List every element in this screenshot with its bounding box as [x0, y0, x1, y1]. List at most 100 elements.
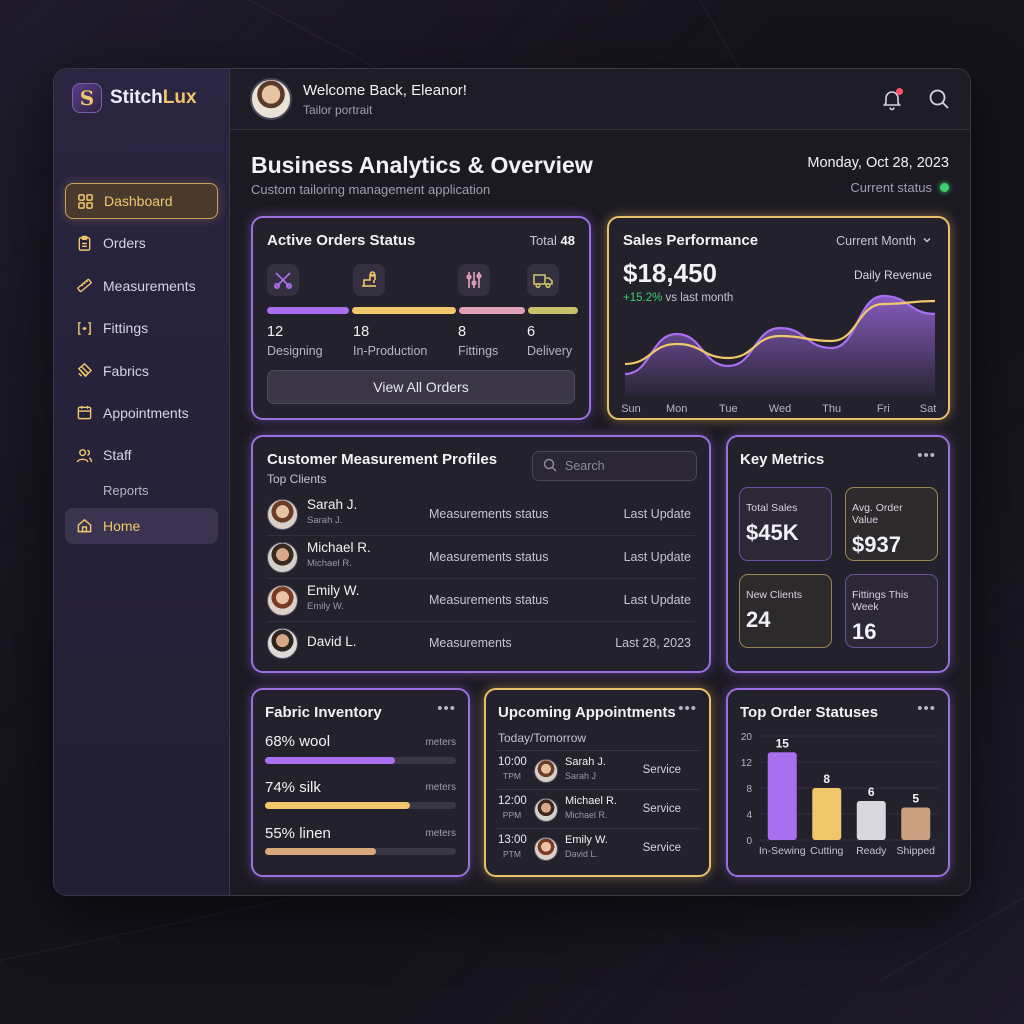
- fitting-icon: [458, 264, 490, 296]
- card-title: Key Metrics: [740, 451, 825, 468]
- x-tick-label: Shipped: [896, 845, 935, 857]
- metric-total-sales: Total Sales $45K: [739, 487, 832, 561]
- production-bar: [352, 307, 456, 314]
- x-tick-label: Tue: [719, 403, 738, 415]
- delivery-count: 6: [527, 324, 536, 340]
- card-title: Upcoming Appointments: [498, 704, 676, 721]
- production-stage: [353, 264, 385, 296]
- more-menu-icon[interactable]: •••: [917, 700, 936, 717]
- series-line-daily-revenue: [624, 299, 936, 366]
- brand[interactable]: S StitchLux: [72, 83, 197, 113]
- scissors-icon: [267, 264, 299, 296]
- sidebar-item-label: Fittings: [103, 320, 149, 337]
- chart-legend: Daily Revenue: [853, 268, 932, 282]
- y-tick-label: 12: [741, 758, 753, 769]
- chevron-down-icon: [922, 234, 932, 248]
- bar-ready[interactable]: [856, 801, 886, 840]
- page-title: Business Analytics & Overview: [251, 152, 593, 178]
- x-tick-label: Mon: [666, 403, 687, 415]
- sidebar-item-staff[interactable]: Staff: [65, 437, 218, 473]
- sewing-machine-icon: [353, 264, 385, 296]
- sidebar-nav: Dashboard Orders Measurements Fittings: [65, 183, 218, 550]
- home-icon: [75, 517, 93, 535]
- y-tick-label: 8: [746, 784, 752, 795]
- search-input[interactable]: Search: [532, 451, 697, 481]
- bar-value-label: 5: [912, 792, 919, 806]
- orders-total: Total 48: [529, 233, 575, 248]
- x-tick-label: In-Sewing: [759, 845, 806, 857]
- appointments-card: Upcoming Appointments ••• Today/Tomorrow…: [484, 688, 711, 877]
- status-dot: [940, 183, 949, 192]
- sidebar-item-orders[interactable]: Orders: [65, 225, 218, 261]
- avatar[interactable]: [250, 78, 292, 120]
- fabric-inventory-card: Fabric Inventory ••• 68% wool meters 74%…: [251, 688, 470, 877]
- main-content: Business Analytics & Overview Custom tai…: [230, 130, 970, 895]
- area-fill: [625, 296, 935, 396]
- x-tick-label: Thu: [822, 403, 841, 415]
- sidebar-item-reports[interactable]: Reports: [65, 480, 218, 502]
- bar-value-label: 8: [823, 772, 830, 786]
- more-menu-icon[interactable]: •••: [678, 700, 697, 717]
- fabric-fill: [265, 848, 376, 855]
- search-icon[interactable]: [927, 87, 951, 111]
- brackets-icon: [75, 319, 93, 337]
- welcome-text: Welcome Back, Eleanor!: [303, 82, 467, 99]
- bell-icon[interactable]: [880, 87, 904, 111]
- sidebar-item-appointments[interactable]: Appointments: [65, 395, 218, 431]
- x-tick-label: Cutting: [810, 845, 843, 857]
- period-dropdown[interactable]: Current Month: [836, 234, 932, 248]
- list-item[interactable]: 10:00 TPM Sarah J. Sarah J Service: [496, 750, 699, 789]
- fabric-fill: [265, 802, 411, 809]
- y-tick-label: 20: [741, 732, 753, 743]
- metric-new-clients: New Clients 24: [739, 574, 832, 648]
- search-icon: [543, 458, 557, 475]
- table-row[interactable]: Sarah J. Sarah J. Measurements status La…: [267, 493, 695, 536]
- bar-in-sewing[interactable]: [767, 752, 797, 840]
- measurement-profiles-card: Customer Measurement Profiles Top Client…: [251, 435, 711, 673]
- users-icon: [75, 446, 93, 464]
- sales-chart: Sun Mon Tue Wed Thu Fri Sat: [621, 294, 936, 415]
- metric-fittings-this-week: Fittings This Week 16: [845, 574, 938, 648]
- sales-performance-card: Sales Performance Current Month $18,450 …: [607, 216, 950, 420]
- table-row[interactable]: David L. Measurements Last 28, 2023: [267, 622, 695, 665]
- notification-dot: [896, 88, 903, 95]
- designing-count: 12: [267, 324, 284, 340]
- card-title: Customer Measurement Profiles: [267, 451, 498, 468]
- more-menu-icon[interactable]: •••: [437, 700, 456, 717]
- fabric-linen-bar: [265, 848, 456, 855]
- sidebar-item-home[interactable]: Home: [65, 507, 218, 544]
- sidebar-item-label: Dashboard: [104, 193, 173, 209]
- view-all-orders-button[interactable]: View All Orders: [267, 370, 575, 404]
- fabric-wool-label: 68% wool: [265, 733, 331, 750]
- more-menu-icon[interactable]: •••: [917, 447, 936, 464]
- fabric-unit: meters: [425, 782, 456, 793]
- avatar: [267, 628, 298, 659]
- avatar: [267, 584, 298, 616]
- sidebar-item-label: Appointments: [103, 404, 189, 421]
- sidebar-item-fittings[interactable]: Fittings: [65, 310, 218, 346]
- current-date: Monday, Oct 28, 2023: [807, 155, 949, 171]
- y-tick-label: 0: [746, 836, 752, 847]
- table-row[interactable]: Michael R. Michael R. Measurements statu…: [267, 536, 695, 579]
- order-statuses-card: Top Order Statuses ••• 20 12 8 4 0 15 In-Sewin…: [726, 688, 950, 877]
- current-status: Current status: [850, 180, 949, 195]
- table-row[interactable]: Emily W. Emily W. Measurements status La…: [267, 579, 695, 622]
- fabric-unit: meters: [425, 737, 456, 748]
- sidebar-item-dashboard[interactable]: Dashboard: [65, 183, 218, 219]
- topbar: Welcome Back, Eleanor! Tailor portrait: [230, 69, 970, 130]
- welcome-subtitle: Tailor portrait: [303, 103, 373, 117]
- bar-cutting[interactable]: [812, 788, 842, 840]
- delivery-stage: [527, 264, 559, 296]
- sidebar-item-measurements[interactable]: Measurements: [65, 268, 218, 304]
- list-item[interactable]: 12:00 PPM Michael R. Michael R. Service: [496, 789, 699, 828]
- truck-icon: [527, 264, 559, 296]
- designing-stage: [267, 264, 299, 296]
- sidebar-item-fabrics[interactable]: Fabrics: [65, 353, 218, 389]
- sales-change: +15.2% vs last month: [623, 292, 734, 304]
- brand-name: StitchLux: [110, 87, 197, 108]
- bar-shipped[interactable]: [901, 807, 931, 841]
- list-item[interactable]: 13:00 PTM Emily W. David L. Service: [496, 828, 699, 867]
- series-line-purple: [624, 294, 936, 376]
- sidebar-item-label: Fabrics: [103, 362, 149, 379]
- fabric-icon: [75, 362, 93, 380]
